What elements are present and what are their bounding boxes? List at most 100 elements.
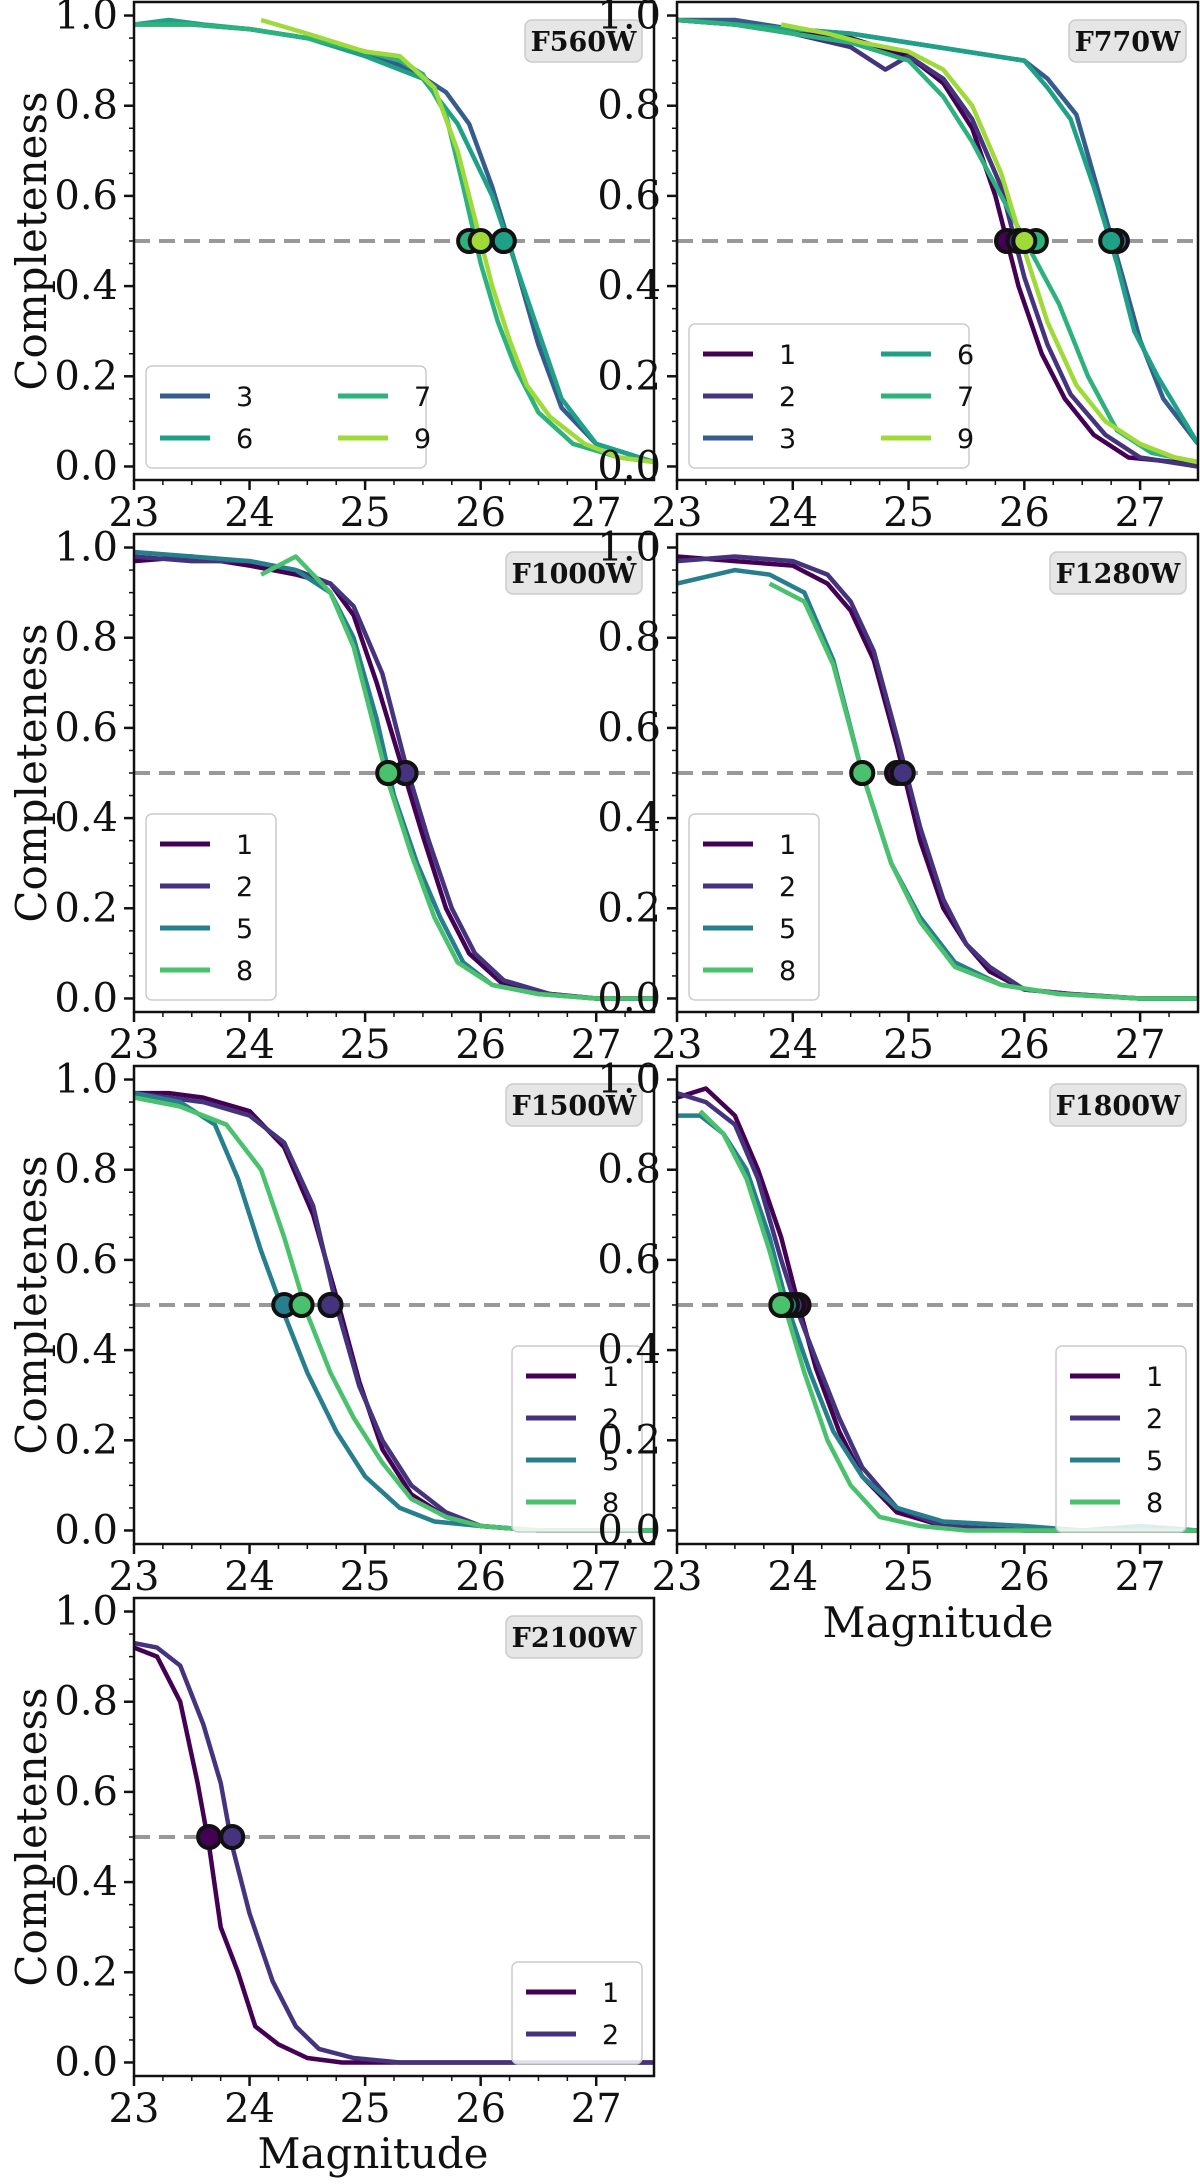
y-tick-label: 0.0 bbox=[597, 1507, 661, 1553]
x-tick-label: 23 bbox=[652, 490, 703, 536]
filter-label: F1000W bbox=[512, 559, 637, 590]
y-tick-label: 0.6 bbox=[54, 1237, 118, 1283]
mag50-marker-6 bbox=[1098, 228, 1125, 254]
legend: 1 2 5 8 bbox=[145, 813, 277, 1001]
mag50-marker-8 bbox=[849, 760, 876, 786]
filter-label: F1500W bbox=[512, 1091, 637, 1122]
x-tick-label: 25 bbox=[340, 2086, 391, 2132]
filter-label: F770W bbox=[1075, 27, 1182, 58]
y-tick-label: 0.0 bbox=[54, 1507, 118, 1553]
legend-frame bbox=[511, 1961, 643, 2065]
legend-label-6: 6 bbox=[957, 340, 974, 371]
y-tick-label: 0.6 bbox=[54, 173, 118, 219]
filter-label-box bbox=[524, 19, 643, 63]
legend-label-8: 8 bbox=[602, 1488, 619, 1519]
legend-frame bbox=[511, 1345, 643, 1533]
legend-label-7: 7 bbox=[957, 382, 974, 413]
legend-frame bbox=[688, 323, 970, 469]
y-tick-label: 1.0 bbox=[54, 0, 118, 39]
y-tick-label: 0.8 bbox=[597, 1147, 661, 1193]
y-tick-label: 0.6 bbox=[54, 705, 118, 751]
y-tick-label: 0.0 bbox=[54, 443, 118, 489]
x-tick-label: 24 bbox=[767, 1554, 818, 1600]
panel-f560w: 23 24 25 26 27 0.0 0.2 0.4 0.6 0.8 1.0 Completeness… bbox=[7, 0, 656, 536]
legend-label-1: 1 bbox=[602, 1978, 619, 2009]
xlabel-right: Magnitude bbox=[822, 1598, 1053, 1647]
mag50-marker-1 bbox=[196, 1824, 223, 1850]
y-tick-label: 0.4 bbox=[54, 795, 118, 841]
x-tick-label: 25 bbox=[883, 1022, 934, 1068]
legend-label-2: 2 bbox=[602, 2020, 619, 2051]
panel-f1500w: 23 24 25 26 270.00.20.40.60.81.0Completeness… bbox=[7, 1057, 656, 1600]
y-tick-label: 0.4 bbox=[597, 263, 661, 309]
panel-f2100w: 23 24 25 26 27 0.0 0.2 0.4 0.6 0.8 1.0 Completeness… bbox=[7, 1589, 656, 2132]
filter-label: F2100W bbox=[512, 1623, 637, 1654]
legend-frame bbox=[688, 813, 820, 1001]
legend-label-5: 5 bbox=[236, 914, 253, 945]
y-tick-label: 0.4 bbox=[597, 795, 661, 841]
x-tick-label: 26 bbox=[999, 1022, 1050, 1068]
plot-area bbox=[677, 554, 1198, 1001]
y-tick-label: 1.0 bbox=[597, 525, 661, 571]
y-tick-label: 0.6 bbox=[597, 173, 661, 219]
x-tick-label: 25 bbox=[340, 1022, 391, 1068]
mag50-marker-2 bbox=[219, 1824, 246, 1850]
y-tick-label: 0.8 bbox=[54, 83, 118, 129]
y-tick-label: 0.0 bbox=[597, 443, 661, 489]
filter-label: F560W bbox=[531, 27, 638, 58]
mag50-marker-9 bbox=[467, 228, 494, 254]
x-tick-label: 24 bbox=[767, 490, 818, 536]
x-tick-label: 27 bbox=[1115, 1022, 1166, 1068]
x-tick-label: 27 bbox=[571, 490, 622, 536]
y-tick-label: 0.4 bbox=[597, 1327, 661, 1373]
filter-label: F1800W bbox=[1056, 1091, 1181, 1122]
x-tick-label: 24 bbox=[224, 1022, 275, 1068]
y-tick-label: 0.6 bbox=[597, 1237, 661, 1283]
mag50-marker-8 bbox=[288, 1292, 315, 1318]
x-tick-label: 27 bbox=[1115, 1554, 1166, 1600]
x-tick-label: 27 bbox=[571, 1022, 622, 1068]
y-tick-label: 0.2 bbox=[54, 885, 118, 931]
legend-label-8: 8 bbox=[779, 956, 796, 987]
y-tick-label: 0.6 bbox=[54, 1769, 118, 1815]
plot-area bbox=[677, 17, 1198, 469]
series-line-9 bbox=[780, 22, 1198, 465]
x-tick-label: 24 bbox=[767, 1022, 818, 1068]
y-tick-label: 0.8 bbox=[597, 83, 661, 129]
y-tick-label: 0.8 bbox=[597, 615, 661, 661]
x-tick-label: 25 bbox=[883, 490, 934, 536]
x-tick-label: 23 bbox=[109, 490, 160, 536]
legend-label-2: 2 bbox=[1146, 1404, 1163, 1435]
legend-label-5: 5 bbox=[602, 1446, 619, 1477]
legend-label-8: 8 bbox=[1146, 1488, 1163, 1519]
x-tick-label: 23 bbox=[109, 2086, 160, 2132]
legend-label-7: 7 bbox=[414, 382, 431, 413]
legend-label-2: 2 bbox=[779, 872, 796, 903]
x-tick-label: 24 bbox=[224, 490, 275, 536]
x-tick-label: 26 bbox=[999, 490, 1050, 536]
legend: 1 2 3 6 7 9 bbox=[688, 323, 974, 469]
ylabel: Completeness bbox=[7, 623, 56, 922]
x-tick-label: 27 bbox=[1115, 490, 1166, 536]
legend-label-9: 9 bbox=[414, 424, 431, 455]
series-line-7 bbox=[134, 22, 654, 465]
x-tick-label: 26 bbox=[455, 2086, 506, 2132]
y-tick-label: 0.8 bbox=[54, 1679, 118, 1725]
y-tick-label: 0.2 bbox=[597, 885, 661, 931]
x-tick-label: 23 bbox=[109, 1022, 160, 1068]
mag50-marker-6 bbox=[490, 228, 517, 254]
filter-label-box bbox=[505, 1083, 643, 1127]
x-tick-label: 24 bbox=[224, 1554, 275, 1600]
y-tick-label: 0.6 bbox=[597, 705, 661, 751]
legend-label-2: 2 bbox=[236, 872, 253, 903]
filter-label-box bbox=[505, 551, 643, 595]
x-tick-label: 27 bbox=[571, 2086, 622, 2132]
ylabel: Completeness bbox=[7, 91, 56, 390]
legend: 1 2 5 8 bbox=[1055, 1345, 1187, 1533]
y-tick-label: 0.8 bbox=[54, 1147, 118, 1193]
y-tick-label: 0.2 bbox=[54, 353, 118, 399]
series-line-8 bbox=[768, 581, 1198, 1001]
y-tick-label: 0.2 bbox=[597, 353, 661, 399]
y-tick-label: 0.0 bbox=[54, 2039, 118, 2085]
